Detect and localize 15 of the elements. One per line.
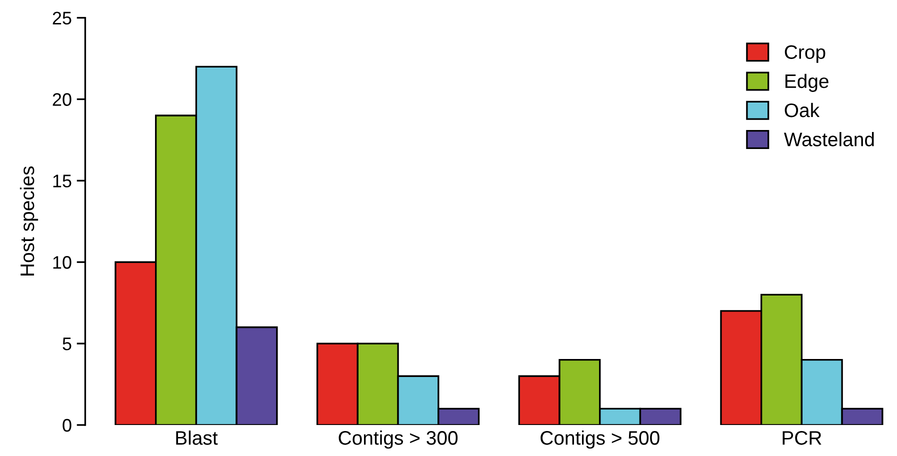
y-tick-label: 20 xyxy=(52,93,72,106)
y-tick-label: 10 xyxy=(53,256,72,269)
legend-label: Crop xyxy=(784,45,826,63)
x-tick-label: Contigs > 300 xyxy=(338,430,458,449)
x-tick-label: Contigs > 500 xyxy=(540,430,660,449)
x-tick-label: Blast xyxy=(176,430,218,445)
legend-label: Oak xyxy=(784,102,820,118)
y-axis-title: Host species xyxy=(20,166,38,276)
legend-label: Wasteland xyxy=(784,132,874,146)
x-tick-label: PCR xyxy=(782,431,822,445)
y-tick-label: 25 xyxy=(52,12,72,25)
y-tick-label: 5 xyxy=(62,338,72,350)
y-tick-label: 15 xyxy=(53,174,72,188)
legend-label: Edge xyxy=(785,74,828,92)
y-tick-label: 0 xyxy=(62,418,72,432)
